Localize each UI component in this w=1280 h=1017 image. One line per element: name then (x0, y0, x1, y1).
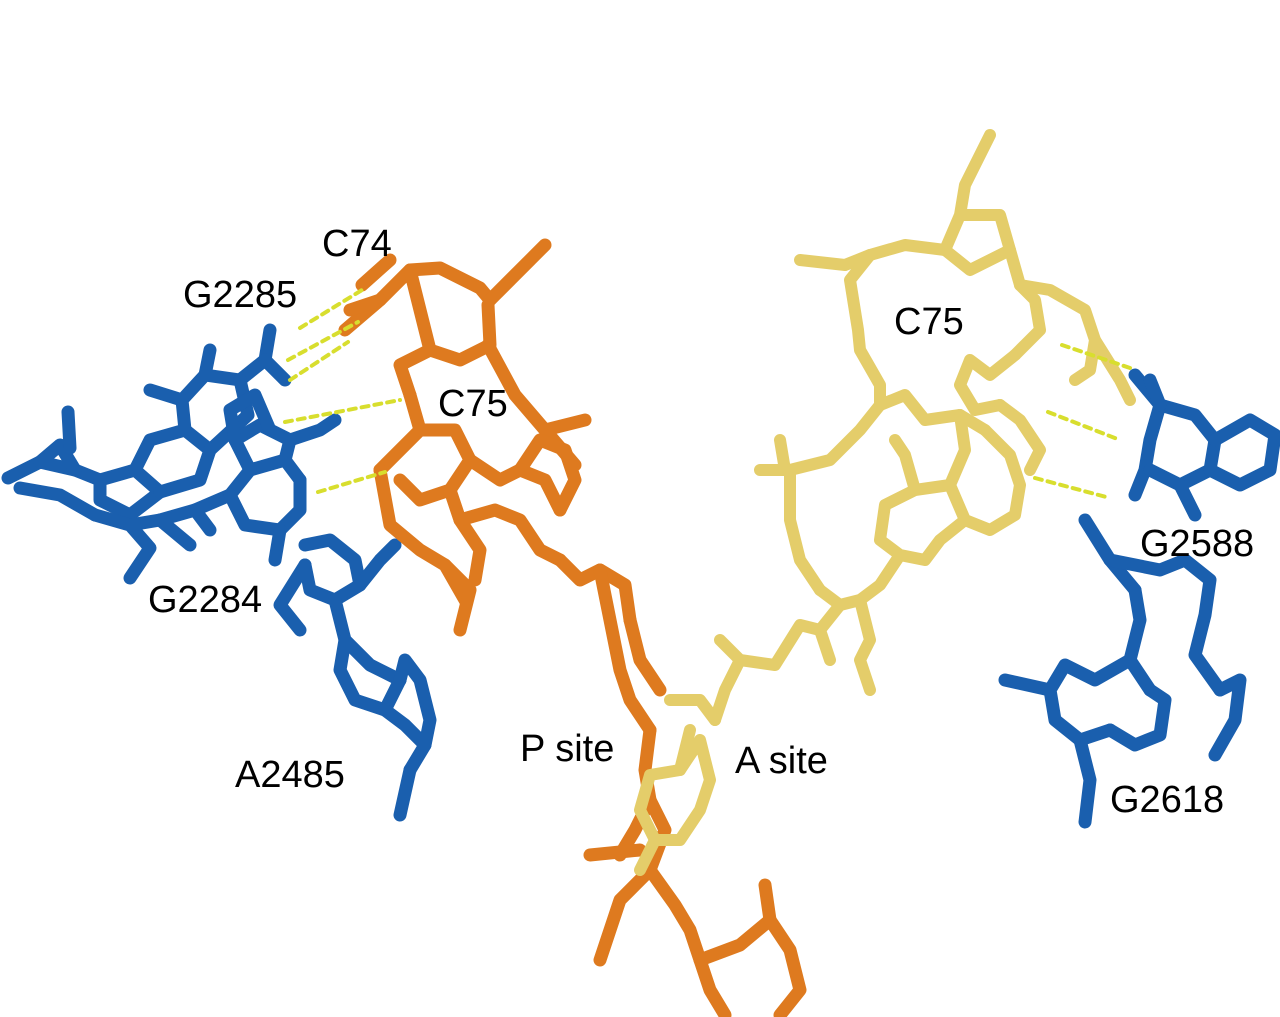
hydrogen-bonds (283, 288, 1132, 500)
g2285-nucleotide (1, 323, 292, 522)
hbond-g2588-c75-c (1033, 476, 1112, 500)
a-site-trna (634, 129, 1136, 876)
a-site-ring-lower (634, 724, 716, 876)
rrna-left-cluster (1, 323, 437, 822)
c74-nucleotide (338, 238, 592, 472)
label-g2284: G2284 (148, 579, 262, 621)
hbond-g2588-c75-b (1046, 410, 1122, 442)
g2618-nucleotide (998, 513, 1247, 829)
label-g2285: G2285 (183, 274, 297, 316)
c75-a-nucleotide (664, 129, 1136, 726)
label-g2618: G2618 (1110, 779, 1224, 821)
g2284-nucleotide (13, 388, 342, 585)
rrna-right-cluster (998, 368, 1280, 829)
g2588-nucleotide (1128, 368, 1280, 522)
a2485-nucleotide (273, 533, 437, 822)
label-p-site: P site (520, 728, 614, 770)
label-a-site: A site (735, 740, 828, 782)
label-g2588: G2588 (1140, 523, 1254, 565)
label-a2485: A2485 (235, 754, 345, 796)
hbond-g2285-c74-c (288, 340, 350, 382)
c75-p-nucleotide (373, 388, 637, 637)
label-c75-a: C75 (894, 301, 964, 343)
hbond-g2285-c74-a (298, 288, 364, 330)
hbond-g2285-c74-b (286, 320, 360, 362)
label-c74: C74 (322, 223, 392, 265)
labels: C74 G2285 C75 G2284 A2485 P site A site … (148, 223, 1254, 821)
p-site-backbone (583, 563, 807, 1017)
hbond-g2284-c75-b (316, 470, 387, 494)
hbond-g2284-c75-a (283, 398, 402, 424)
hbond-g2588-c75-a (1060, 343, 1132, 370)
label-c75-p: C75 (438, 383, 508, 425)
p-site-trna (338, 238, 807, 1017)
